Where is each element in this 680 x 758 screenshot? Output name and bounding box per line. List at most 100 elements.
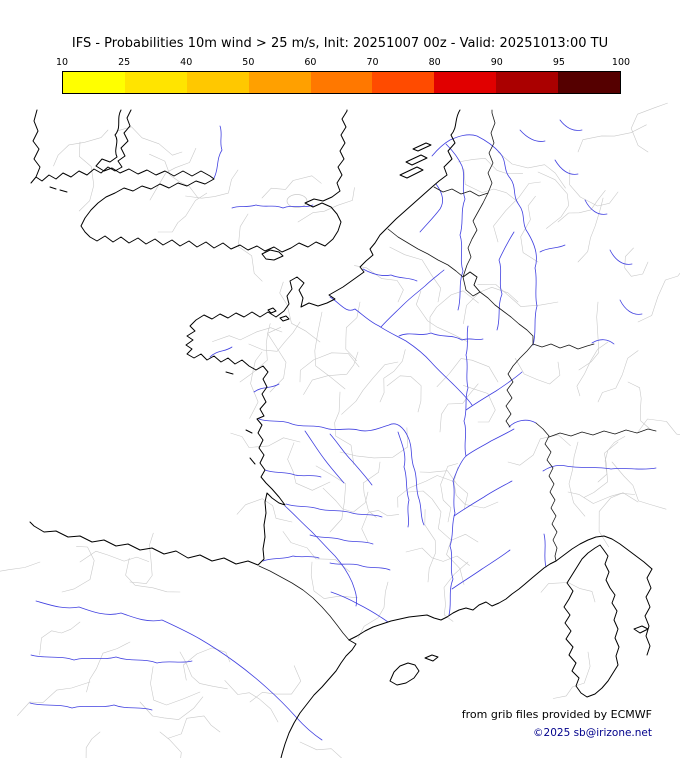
colorbar-segment: [124, 72, 187, 93]
coast-italy-liguria: [555, 535, 653, 570]
river-lot: [309, 534, 374, 545]
admin-boundary-line: [446, 534, 479, 585]
admin-boundary-line: [405, 547, 470, 566]
admin-boundary-line: [419, 470, 469, 510]
admin-boundary-line: [341, 361, 399, 415]
admin-boundary-line: [150, 666, 201, 706]
admin-boundary-line: [85, 731, 101, 758]
border-switzerland-north: [532, 343, 595, 350]
river-doubs: [465, 371, 523, 411]
island-guernsey: [267, 307, 277, 314]
admin-boundary-line: [279, 281, 321, 343]
admin-boundary-line: [424, 509, 436, 583]
london-boundary: [286, 194, 308, 208]
river-scheldt: [419, 183, 443, 233]
admin-boundary-line: [598, 492, 639, 548]
colorbar-tick-label: 10: [55, 57, 69, 68]
river-cher: [304, 430, 345, 484]
admin-boundary-line: [125, 557, 181, 593]
admin-boundary-line: [230, 432, 301, 448]
admin-boundary-line: [627, 381, 652, 431]
admin-boundary-line: [540, 582, 596, 603]
admin-boundary-line: [463, 168, 519, 203]
admin-boundary-line: [463, 287, 519, 324]
island-ireland-1: [49, 186, 57, 190]
admin-boundary-line: [139, 696, 204, 720]
page-title: IFS - Probabilities 10m wind > 25 m/s, I…: [71, 36, 609, 51]
admin-boundary-line: [439, 383, 479, 433]
admin-boundary-line: [557, 190, 606, 223]
admin-boundary-line: [568, 441, 586, 517]
admin-boundaries: [0, 102, 680, 758]
river-aude: [330, 591, 389, 623]
admin-boundary-line: [583, 441, 619, 498]
river-somme: [362, 268, 418, 282]
island-belle-ile: [225, 371, 234, 375]
border-luxembourg: [462, 271, 481, 297]
admin-boundary-line: [339, 427, 408, 459]
admin-boundary-line: [78, 141, 95, 212]
river-thames: [231, 204, 314, 209]
river-tajo: [29, 702, 153, 711]
river-var: [543, 533, 547, 568]
admin-boundary-line: [567, 491, 636, 504]
river-marne: [398, 332, 484, 341]
river-duero: [30, 654, 193, 664]
admin-boundary-line: [267, 323, 287, 393]
river-saone: [463, 325, 469, 457]
colorbar-segment: [186, 72, 249, 93]
river-oise: [380, 269, 445, 328]
river-german-3: [584, 199, 608, 215]
coast-france-mediterranean: [348, 560, 557, 641]
admin-boundary-line: [493, 181, 541, 243]
river-adour: [262, 555, 320, 562]
river-allier: [397, 431, 410, 528]
admin-boundary-line: [630, 102, 668, 153]
admin-boundary-line: [315, 465, 346, 533]
colorbar-ticks: 10 25 40 50 60 70 80 90 95 100: [56, 57, 630, 70]
admin-boundary-line: [212, 327, 283, 342]
admin-boundary-line: [159, 731, 182, 758]
island-zeeland-1: [405, 154, 428, 166]
admin-boundary-line: [578, 301, 600, 371]
river-charente: [264, 469, 322, 478]
admin-boundary-line: [149, 153, 199, 199]
admin-boundary-line: [443, 561, 469, 622]
river-tarn: [329, 562, 391, 571]
admin-boundary-line: [379, 349, 406, 403]
admin-boundary-line: [157, 192, 208, 233]
colorbar-segment: [558, 72, 621, 93]
admin-boundary-line: [477, 284, 559, 307]
admin-boundary-line: [297, 187, 355, 223]
admin-boundary-line: [224, 680, 279, 723]
coast-spain-mediterranean: [280, 639, 357, 758]
admin-boundary-line: [248, 321, 301, 352]
admin-boundary-line: [303, 351, 359, 395]
colorbar-tick-label: 50: [242, 57, 255, 68]
admin-boundary-line: [440, 463, 458, 523]
admin-boundary-line: [354, 265, 404, 303]
admin-boundary-line: [569, 169, 619, 207]
admin-boundary-line: [453, 467, 499, 509]
island-menorca: [424, 654, 439, 662]
admin-boundary-line: [463, 385, 496, 423]
border-france-spain: [258, 565, 350, 641]
admin-boundary-line: [345, 301, 361, 361]
coastlines: [29, 109, 653, 758]
island-elba: [633, 625, 649, 634]
river-vienne: [329, 433, 373, 486]
colorbar-tick-label: 80: [428, 57, 441, 68]
admin-boundary-line: [416, 290, 469, 343]
admin-boundary-line: [149, 148, 197, 201]
colorbar-tick-label: 90: [490, 57, 503, 68]
border-netherlands-germany: [487, 109, 496, 194]
admin-boundary-line: [334, 391, 355, 465]
river-garonne: [284, 505, 358, 607]
admin-boundary-line: [17, 681, 91, 716]
admin-boundary-line: [429, 290, 479, 333]
rivers: [29, 119, 657, 741]
admin-boundary-line: [249, 351, 263, 419]
colorbar-tick-label: 70: [366, 57, 379, 68]
border-belgium-germany: [462, 192, 489, 278]
